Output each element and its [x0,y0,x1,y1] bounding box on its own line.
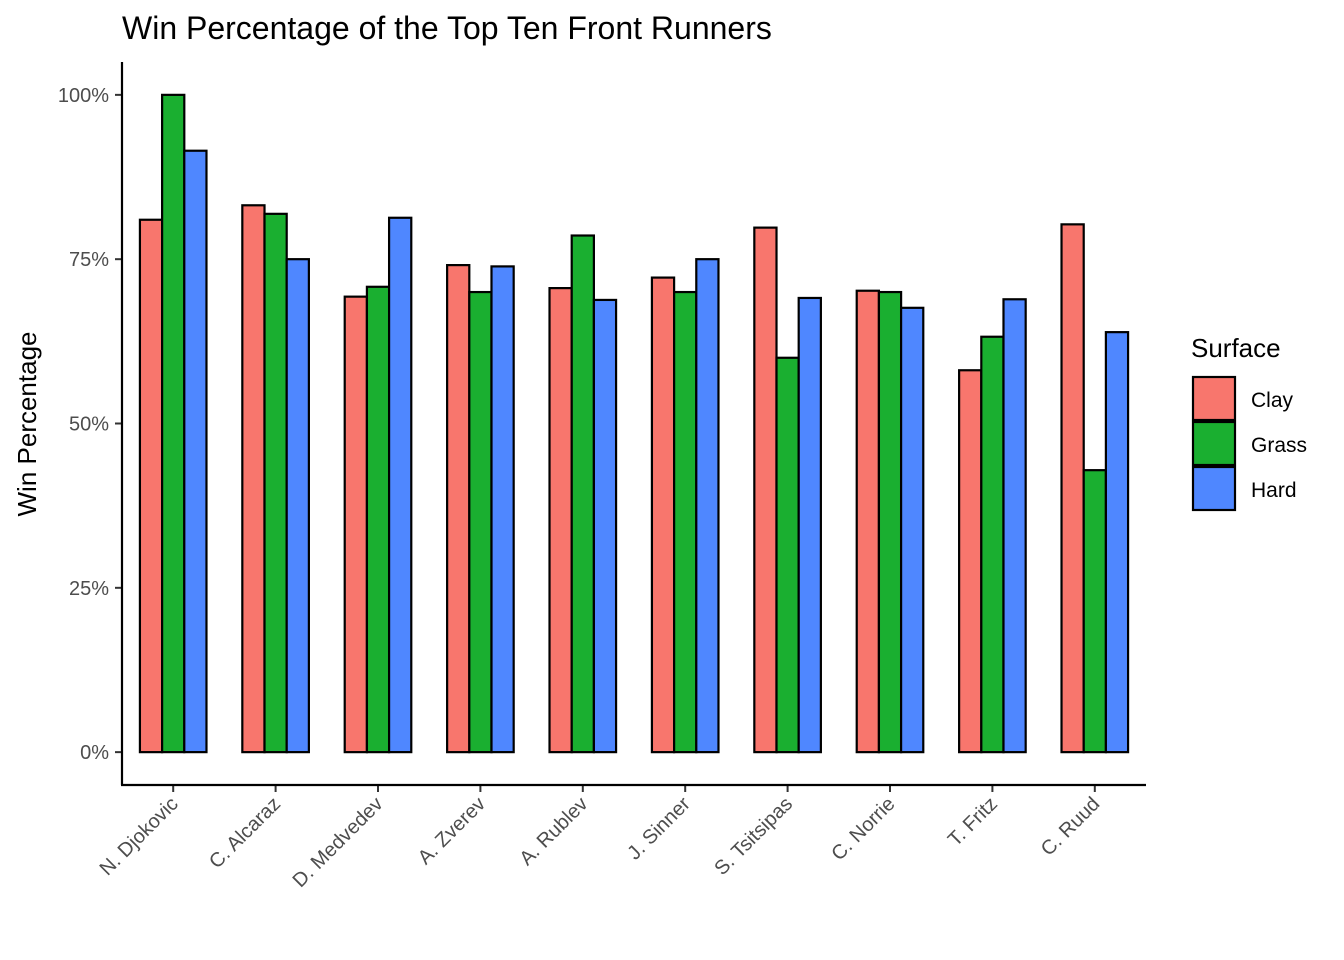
x-tick-label: D. Medvedev [289,793,388,892]
bar-a-zverev-clay [446,264,471,754]
x-axis-ticks: N. Djokovic C. Alcaraz D. Medvedev A. Zvere… [96,785,1104,892]
x-tick-label: C. Ruud [1037,793,1104,860]
bar-c-alcaraz-clay [241,204,266,754]
bars-layer [138,93,1130,754]
x-tick-label: C. Norrie [827,793,899,865]
y-tick-label: 75% [69,249,109,271]
bar-t-fritz-clay [958,369,983,754]
x-tick-label: N. Djokovic [96,793,183,880]
bar-c-alcaraz-grass [263,212,288,754]
bar-a-rublev-clay [548,287,573,754]
bar-c-ruud-hard [1104,331,1130,754]
legend-title: Surface [1191,333,1281,363]
y-tick-label: 0% [80,742,109,764]
legend-key-grass [1191,420,1237,467]
x-tick-label: T. Fritz [944,793,1002,851]
bar-j-sinner-grass [673,290,698,754]
bar-c-alcaraz-hard [285,258,310,754]
x-tick-label: A. Rublev [515,793,592,870]
bar-n-djokovic-grass [161,93,186,754]
bar-c-ruud-clay [1060,223,1085,754]
bar-a-rublev-hard [592,298,618,754]
chart-title: Win Percentage of the Top Ten Front Runn… [122,10,772,46]
bar-n-djokovic-hard [183,149,208,754]
x-tick-label: A. Zverev [414,793,490,869]
bar-c-norrie-clay [855,289,881,754]
y-axis-label: Win Percentage [12,332,42,517]
bar-c-norrie-grass [877,290,903,754]
legend-label-clay: Clay [1251,389,1294,412]
y-tick-label: 100% [58,85,109,107]
bar-t-fritz-grass [980,335,1005,754]
bar-j-sinner-clay [650,276,676,754]
legend-label-grass: Grass [1251,434,1307,457]
bar-j-sinner-hard [695,258,720,754]
legend-key-hard [1191,465,1237,512]
bar-c-norrie-hard [899,306,925,754]
bar-a-zverev-hard [490,265,515,754]
y-axis-ticks: 0% 25% 50% 75% 100% [58,85,122,764]
bar-a-zverev-grass [468,290,493,754]
legend-key-clay [1191,375,1237,422]
bar-s-tsitsipas-grass [775,356,800,754]
bar-d-medvedev-grass [365,285,391,754]
x-tick-label: C. Alcaraz [205,793,285,873]
legend-label-hard: Hard [1251,479,1297,502]
bar-s-tsitsipas-hard [797,296,822,754]
bar-a-rublev-grass [570,234,596,754]
bar-s-tsitsipas-clay [753,226,778,754]
bar-t-fritz-hard [1002,298,1027,754]
bar-c-ruud-grass [1082,469,1107,754]
bar-d-medvedev-clay [343,295,369,754]
x-tick-label: J. Sinner [623,793,695,865]
y-tick-label: 25% [69,578,109,600]
y-tick-label: 50% [69,414,109,436]
bar-n-djokovic-clay [138,218,164,754]
bar-d-medvedev-hard [387,216,413,754]
x-tick-label: S. Tsitsipas [710,793,797,880]
legend: Surface Clay Grass Hard [1191,333,1307,512]
